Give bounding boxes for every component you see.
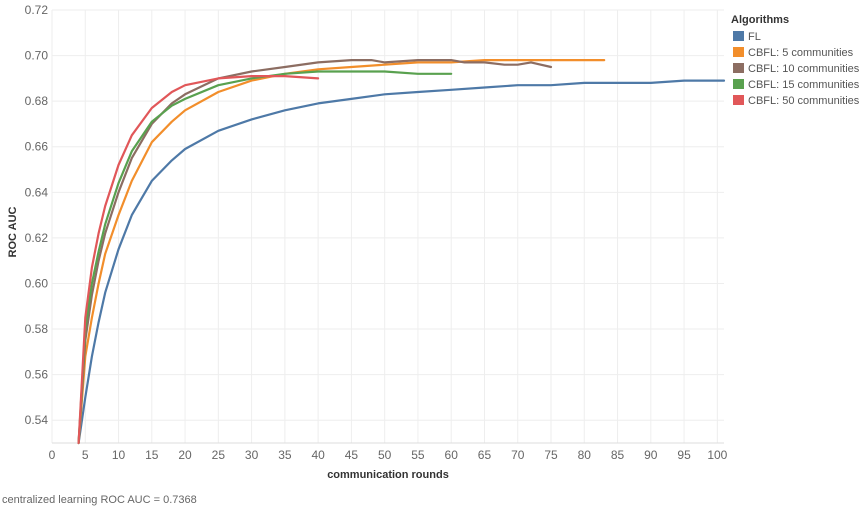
series-line-5 [77, 75, 320, 445]
x-tick-label: 30 [245, 448, 259, 462]
series-layer [77, 59, 726, 445]
x-tick-label: 45 [345, 448, 359, 462]
x-tick-label: 85 [611, 448, 625, 462]
y-tick-label: 0.64 [25, 185, 49, 199]
x-tick-label: 50 [378, 448, 392, 462]
x-tick-label: 20 [178, 448, 192, 462]
series-line-4 [77, 70, 453, 445]
y-axis-title: ROC AUC [7, 206, 19, 257]
y-tick-label: 0.62 [25, 231, 49, 245]
x-tick-label: 25 [212, 448, 226, 462]
legend-label: CBFL: 10 communities [748, 63, 860, 75]
legend-swatch [733, 31, 744, 41]
legend-swatch [733, 79, 744, 89]
legend-swatch [733, 63, 744, 73]
series-line-1 [77, 79, 726, 445]
legend-label: CBFL: 15 communities [748, 79, 860, 91]
y-tick-label: 0.58 [25, 322, 49, 336]
x-tick-label: 80 [578, 448, 592, 462]
y-tick-label: 0.66 [25, 140, 49, 154]
legend-swatch [733, 95, 744, 105]
x-tick-label: 90 [644, 448, 658, 462]
grid-layer [51, 9, 724, 443]
x-axis-title: communication rounds [327, 469, 449, 481]
y-tick-label: 0.70 [25, 49, 49, 63]
legend-label: CBFL: 50 communities [748, 95, 860, 107]
legend-label: FL [748, 31, 761, 43]
footer-note: centralized learning ROC AUC = 0.7368 [2, 494, 197, 506]
axes-layer: 0 5 10 15 20 25 30 35 40 45 50 55 60 65 70 75 80 85 90 95 10… [25, 3, 728, 462]
x-tick-label: 60 [445, 448, 459, 462]
x-tick-label: 15 [145, 448, 159, 462]
x-tick-label: 70 [511, 448, 525, 462]
legend: Algorithms FL CBFL: 5 communities CBFL: 10… [731, 14, 860, 107]
y-tick-label: 0.60 [25, 276, 49, 290]
series-line-2 [77, 59, 606, 445]
y-tick-label: 0.72 [25, 3, 49, 17]
x-tick-label: 10 [112, 448, 126, 462]
x-tick-label: 5 [82, 448, 89, 462]
y-tick-label: 0.54 [25, 413, 49, 427]
legend-title: Algorithms [731, 14, 789, 26]
x-tick-label: 55 [411, 448, 425, 462]
x-tick-label: 0 [49, 448, 56, 462]
series-line-3 [77, 59, 553, 445]
x-tick-label: 65 [478, 448, 492, 462]
x-tick-label: 100 [707, 448, 727, 462]
y-tick-label: 0.68 [25, 94, 49, 108]
x-tick-label: 35 [278, 448, 292, 462]
x-tick-label: 95 [677, 448, 691, 462]
y-tick-label: 0.56 [25, 368, 49, 382]
legend-label: CBFL: 5 communities [748, 47, 854, 59]
x-tick-label: 75 [544, 448, 558, 462]
legend-swatch [733, 47, 744, 57]
x-tick-label: 40 [311, 448, 325, 462]
